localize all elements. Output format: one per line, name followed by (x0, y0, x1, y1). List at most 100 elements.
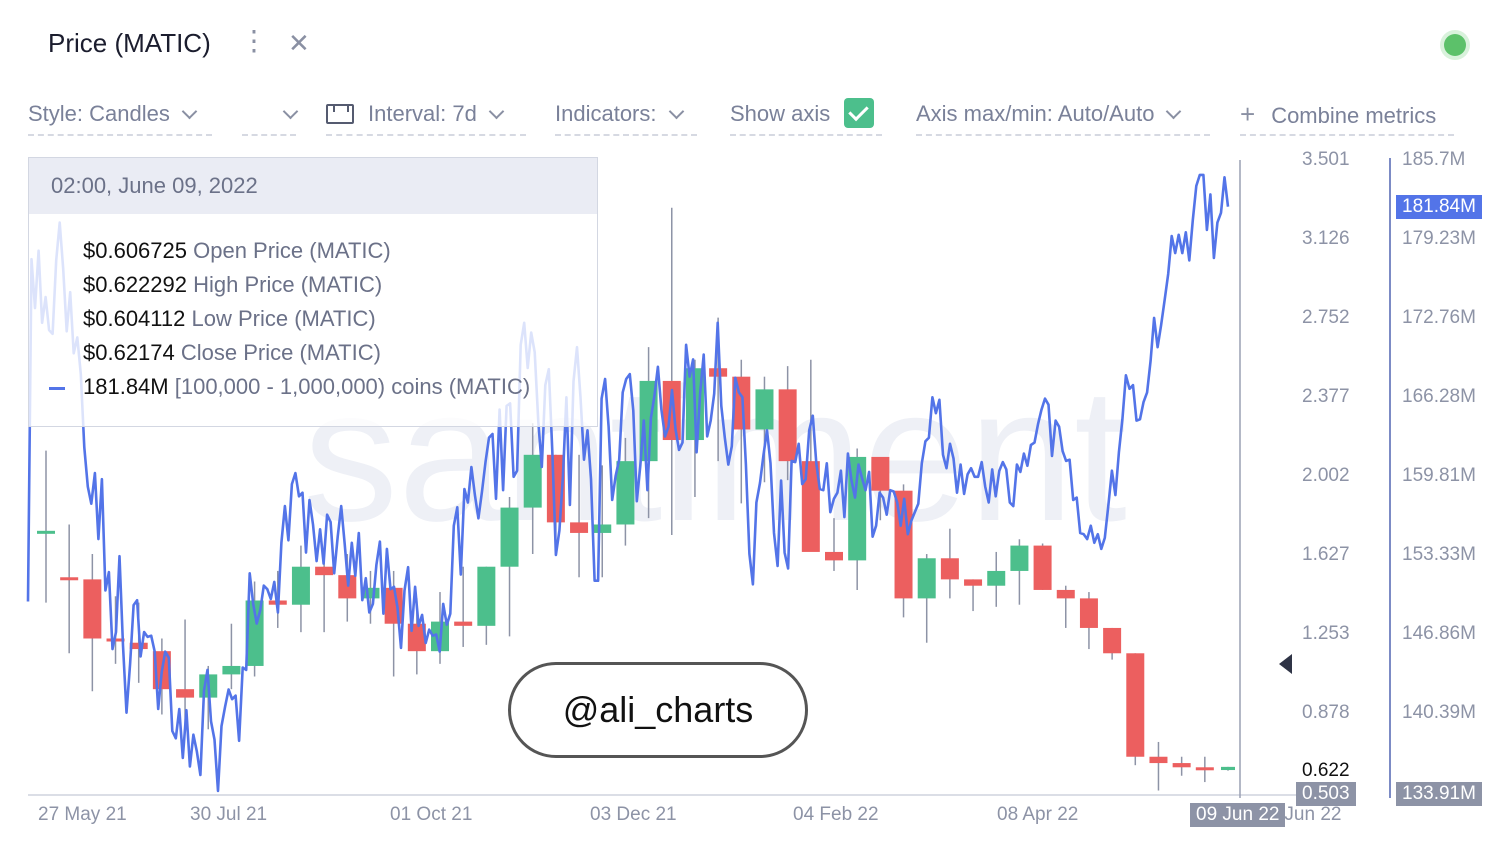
tooltip-date: 02:00, June 09, 2022 (29, 158, 597, 214)
candle (431, 592, 449, 664)
candle (616, 437, 635, 546)
right-axis-tick-label: 179.23M (1402, 228, 1476, 249)
candle-body (1010, 545, 1029, 571)
candle (176, 619, 195, 726)
left-axis-tick-label: 2.377 (1302, 386, 1350, 407)
candle-body (500, 507, 519, 567)
candle (1033, 543, 1052, 590)
candle-body (1149, 756, 1168, 764)
plus-icon: + (1240, 99, 1256, 129)
holders-line (26, 173, 1230, 793)
candle-body (1126, 653, 1145, 757)
panel-title: Price (MATIC) (48, 28, 211, 58)
indicators-dropdown[interactable]: Indicators: (555, 96, 697, 136)
show-axis-checkbox[interactable] (844, 98, 875, 128)
chart-toolbar: Style: Candles Interval: 7d Indicators: … (0, 96, 1510, 138)
calendar-interval-icon (326, 104, 354, 124)
candle-body (825, 551, 843, 561)
candle (1172, 756, 1191, 776)
crosshair-date-label: 09 Jun 22 (1190, 803, 1286, 827)
candle (1079, 592, 1098, 650)
candle-body (801, 461, 820, 552)
candle (291, 545, 310, 633)
show-axis-label: Show axis (730, 101, 831, 126)
right-axis-tick-label: 185.7M (1402, 150, 1465, 170)
left-axis-tick-label: 3.501 (1302, 150, 1350, 170)
x-axis-tick-label: 08 Apr 22 (997, 804, 1078, 825)
candle-body (1056, 589, 1075, 599)
panel-header: Price (MATIC) ⋮ ✕ (0, 0, 1510, 90)
cursor-marker-icon (1279, 654, 1292, 674)
candle-body (1079, 598, 1098, 628)
candle-body (176, 689, 195, 698)
candle-body (570, 522, 589, 533)
right-axis-tick-label: 159.81M (1402, 465, 1476, 486)
right-axis-tick-label: 146.86M (1402, 623, 1476, 644)
left-axis-tick-label: 1.627 (1302, 544, 1350, 565)
candle (361, 570, 380, 624)
right-axis-ticks: 185.7M 179.23M 172.76M 166.28M 159.81M 153.33… (1402, 150, 1476, 723)
candle-body (523, 454, 542, 508)
candle (523, 423, 542, 555)
chevron-down-icon (488, 103, 505, 120)
candle-body (454, 621, 473, 626)
chevron-down-icon (1166, 103, 1182, 120)
tooltip-row-open: $0.606725 Open Price (MATIC) (83, 238, 391, 264)
candle (917, 554, 936, 643)
more-menu-icon[interactable]: ⋮ (240, 25, 268, 56)
candle (60, 524, 79, 654)
price-chart[interactable]: santiment 3.5013.1262.7522.3772.0021.627… (0, 150, 1510, 846)
tooltip-value: $0.62174 (83, 340, 175, 365)
axis-maxmin-dropdown[interactable]: Axis max/min: Auto/Auto (916, 96, 1210, 136)
candle-body (1221, 766, 1235, 771)
candle-body (60, 577, 79, 581)
candle (1195, 756, 1214, 783)
candle-body (1103, 627, 1122, 654)
right-axis-current-value: 181.84M (1396, 195, 1482, 219)
tooltip-value: $0.604112 (83, 306, 186, 331)
tooltip-value: 181.84M (83, 374, 169, 399)
axis-maxmin-label: Axis max/min: Auto/Auto (916, 101, 1155, 126)
candle (801, 359, 820, 552)
show-axis-toggle[interactable]: Show axis (730, 96, 882, 136)
interval-dropdown[interactable]: Interval: 7d (326, 96, 526, 136)
candle-body (361, 587, 380, 599)
candle (500, 497, 519, 637)
indicators-dropdown-label: Indicators: (555, 101, 657, 126)
candle-body (755, 389, 774, 430)
candle (732, 359, 751, 504)
left-axis-tick-label: 0.878 (1302, 702, 1350, 723)
candle (1056, 585, 1075, 628)
candle (222, 623, 241, 690)
candle-body (778, 389, 797, 462)
left-axis-tick-label: 2.002 (1302, 465, 1350, 486)
annotation-bubble: @ali_charts (508, 662, 808, 758)
status-indicator (1444, 34, 1466, 56)
candle (37, 450, 55, 603)
candle-body (1195, 767, 1214, 771)
tooltip-row-high: $0.622292 High Price (MATIC) (83, 272, 382, 298)
right-axis-tick-label: 166.28M (1402, 386, 1476, 407)
candle (1126, 653, 1145, 766)
right-axis-last-value: 133.91M (1396, 782, 1482, 806)
tooltip-label: High Price (MATIC) (187, 272, 383, 297)
candle (454, 566, 473, 647)
candle-body (291, 566, 310, 605)
candle-body (871, 456, 890, 491)
combine-metrics-button[interactable]: + Combine metrics (1240, 96, 1454, 136)
chevron-down-icon (668, 103, 684, 120)
interval-dropdown-label: Interval: 7d (368, 101, 477, 126)
chart-tooltip: 02:00, June 09, 2022 $0.606725 Open Pric… (28, 157, 598, 427)
secondary-dropdown[interactable] (242, 96, 299, 136)
chevron-down-icon (282, 103, 299, 120)
left-axis-last-value: 0.503 (1296, 782, 1356, 806)
crosshair-price-label: 0.622 (1302, 760, 1350, 781)
series-swatch (49, 387, 65, 390)
style-dropdown-label: Style: Candles (28, 101, 170, 126)
style-dropdown[interactable]: Style: Candles (28, 96, 212, 136)
candle-body (987, 570, 1006, 586)
candle-body (477, 566, 496, 626)
candle (871, 456, 890, 521)
candle-body (940, 558, 959, 580)
close-icon[interactable]: ✕ (288, 28, 310, 58)
